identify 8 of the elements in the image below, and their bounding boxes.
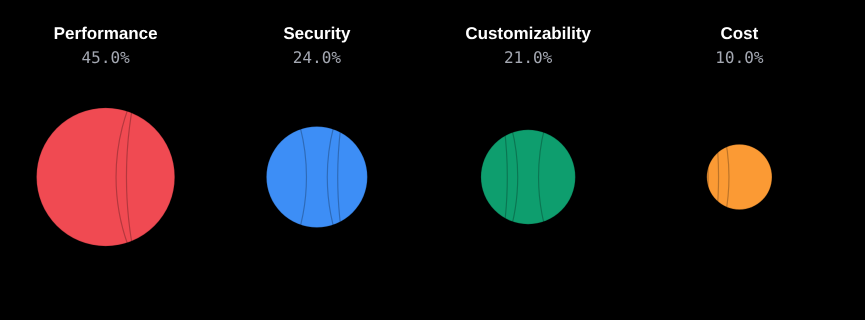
data-label: 24.0%: [292, 48, 342, 67]
data-label: 21.0%: [504, 48, 553, 67]
category-label: Security: [283, 24, 351, 43]
data-label: 45.0%: [82, 48, 130, 67]
data-label: 10.0%: [715, 48, 764, 67]
category-label: Cost: [720, 24, 759, 43]
category-label: Performance: [54, 24, 158, 43]
category-label: Customizability: [465, 24, 592, 43]
